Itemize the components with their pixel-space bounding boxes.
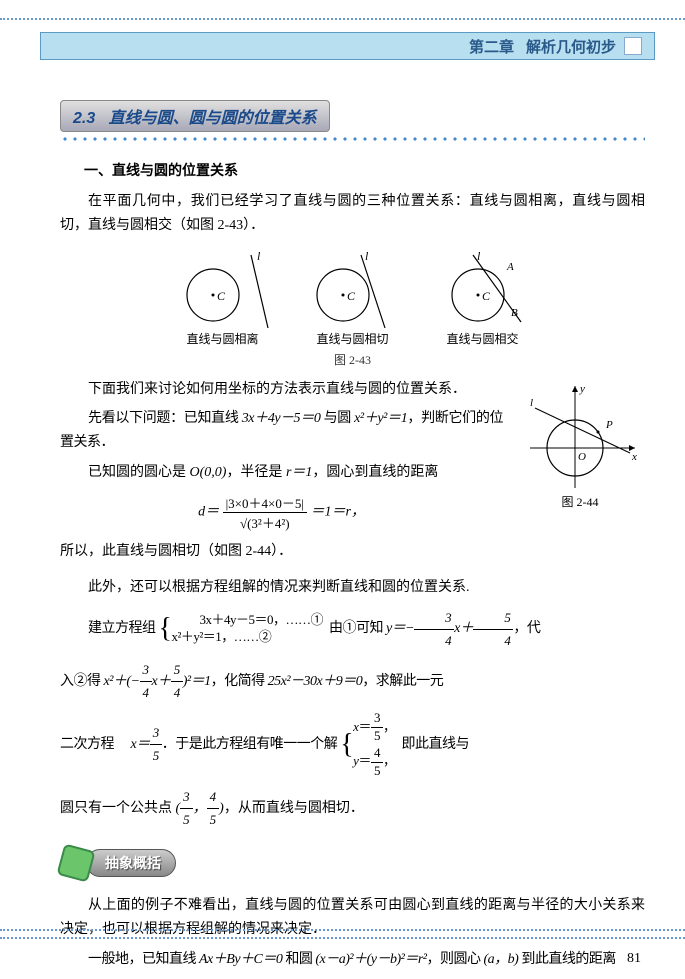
para-9: 二次方程 x＝35．于是此方程组有唯一一个解 { x＝35， y＝45， 即此直… — [60, 710, 645, 780]
callout-label: 抽象概括 — [86, 849, 176, 877]
figure-2-44: y x O l P 图 2-44 — [515, 378, 645, 510]
chapter-number: 第二章 — [469, 36, 514, 57]
fig-separate: C l 直线与圆相离 — [173, 250, 273, 347]
fig-intersect: C l A B 直线与圆相交 — [433, 250, 533, 347]
section-title-badge: 2.3 直线与圆、圆与圆的位置关系 — [60, 100, 330, 132]
figure-2-43: C l 直线与圆相离 C l 直线与圆相切 — [60, 250, 645, 347]
section-underline-dots — [60, 136, 645, 142]
svg-text:P: P — [605, 419, 613, 431]
para-1: 在平面几何中，我们已经学习了直线与圆的三种位置关系：直线与圆相离，直线与圆相切，… — [60, 190, 645, 238]
para-8: 入②得 x²＋(−34x＋54)²＝1，化简得 25x²－30x＋9＝0，求解此… — [60, 659, 645, 704]
callout-abstract: 抽象概括 — [60, 847, 645, 884]
fig-caption-1: 直线与圆相离 — [173, 330, 273, 347]
subheader-1: 一、直线与圆的位置关系 — [84, 160, 645, 180]
section-number: 2.3 — [73, 110, 95, 127]
para-10: 圆只有一个公共点 (35，45)，从而直线与圆相切． — [60, 786, 645, 831]
svg-text:C: C — [347, 289, 356, 303]
fraction: |3×0＋4×0－5| √(3²＋4²) — [223, 493, 307, 532]
fig-caption-2: 直线与圆相切 — [303, 330, 403, 347]
page: 第二章 解析几何初步 2.3 直线与圆、圆与圆的位置关系 一、直线与圆的位置关系… — [0, 0, 685, 979]
center-label: C — [217, 289, 226, 303]
system-1: 3x＋4y－5＝0，……① x²＋y²＝1，……② — [171, 612, 323, 646]
svg-text:O: O — [578, 451, 586, 463]
section-title: 直线与圆、圆与圆的位置关系 — [109, 110, 317, 127]
fig-caption-3: 直线与圆相交 — [433, 330, 533, 347]
svg-text:l: l — [365, 250, 369, 263]
fig-243-caption: 图 2-43 — [60, 351, 645, 368]
eq-line: 3x＋4y－5＝0 — [242, 411, 321, 426]
system-2: x＝35， y＝45， — [353, 710, 395, 780]
svg-text:l: l — [257, 250, 261, 263]
chapter-header: 第二章 解析几何初步 — [40, 32, 655, 60]
svg-text:B: B — [511, 307, 518, 319]
fig-244-caption: 图 2-44 — [515, 493, 645, 510]
svg-text:x: x — [631, 451, 637, 463]
cube-icon — [56, 843, 95, 882]
footer-dotted-rule — [0, 929, 685, 939]
page-number: 81 — [627, 951, 641, 967]
svg-text:y: y — [579, 383, 585, 395]
para-6: 此外，还可以根据方程组解的情况来判断直线和圆的位置关系. — [60, 576, 645, 600]
para-5: 所以，此直线与圆相切（如图 2-44）． — [60, 540, 645, 564]
top-dotted-rule — [0, 10, 685, 20]
svg-text:C: C — [482, 289, 491, 303]
svg-text:l: l — [530, 397, 533, 409]
chapter-title: 解析几何初步 — [526, 36, 616, 57]
para-12: 一般地，已知直线 Ax＋By＋C＝0 和圆 (x－a)²＋(y－b)²＝r²，则… — [60, 948, 645, 972]
fig-tangent: C l 直线与圆相切 — [303, 250, 403, 347]
eq-circle: x²＋y²＝1 — [354, 411, 407, 426]
para-7: 建立方程组 { 3x＋4y－5＝0，……① x²＋y²＝1，……② 由①可知 y… — [60, 605, 645, 653]
header-tab-icon — [624, 37, 642, 55]
content-area: 2.3 直线与圆、圆与圆的位置关系 一、直线与圆的位置关系 在平面几何中，我们已… — [60, 100, 645, 971]
svg-text:A: A — [506, 261, 514, 273]
svg-text:l: l — [477, 250, 481, 263]
